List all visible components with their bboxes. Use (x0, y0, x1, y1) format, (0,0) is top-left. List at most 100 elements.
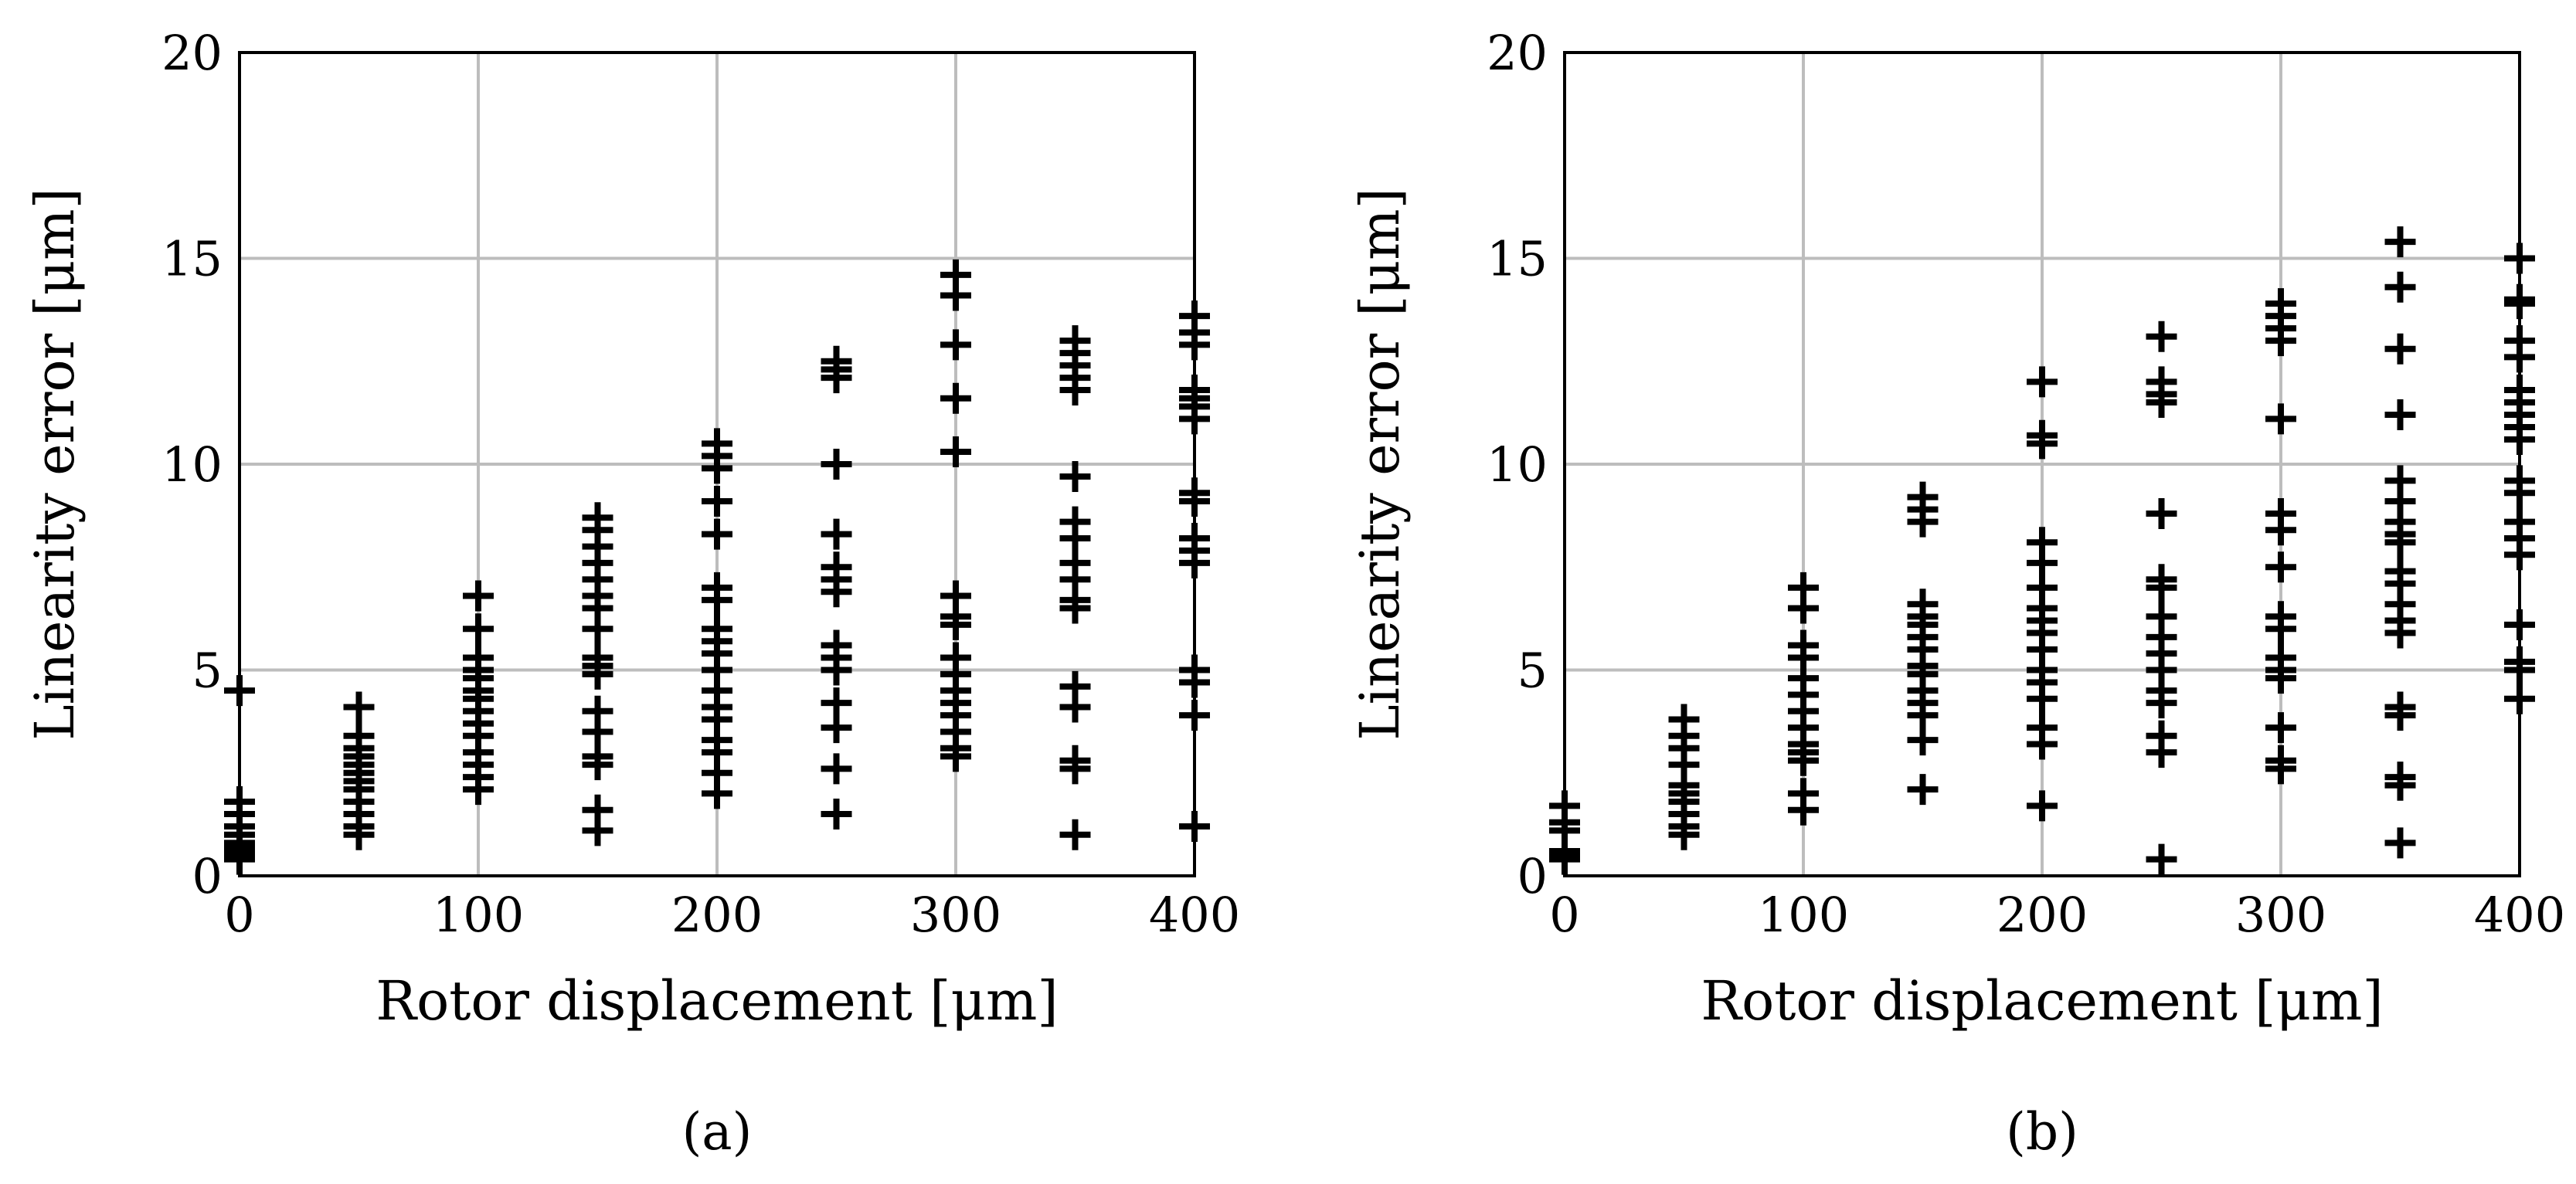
data-point-a (224, 843, 255, 875)
data-point-b (1907, 506, 1939, 538)
data-point-b (1788, 592, 1819, 624)
plot-frame-b (1563, 51, 2521, 877)
data-point-b (2265, 613, 2296, 645)
data-point-b (2384, 399, 2416, 431)
panel-b: 0 100 200 300 400 0 5 10 15 20 Rotor displacemen… (1348, 25, 2565, 1162)
data-point-b (2027, 683, 2058, 714)
y-tick-label-b: 15 (1487, 231, 1548, 287)
data-point-a (702, 518, 732, 550)
data-point-b (2027, 728, 2058, 760)
data-point-b (2265, 753, 2296, 785)
data-point-b (2504, 539, 2535, 571)
data-point-a (940, 436, 971, 468)
data-point-b (2146, 387, 2177, 419)
y-tick-label-b: 5 (1517, 643, 1548, 699)
x-tick-label-a: 100 (433, 887, 524, 943)
data-point-a (821, 449, 852, 480)
x-tick-label-b: 400 (2474, 887, 2565, 943)
data-point-b (2384, 527, 2416, 558)
y-tick-label-a: 5 (192, 643, 223, 699)
y-tick-label-a: 10 (161, 436, 223, 493)
data-point-a (702, 453, 732, 484)
y-tick-labels-b: 0 5 10 15 20 (1487, 25, 1548, 904)
panel-label-a: (a) (682, 1102, 753, 1162)
data-point-a (1179, 700, 1210, 731)
data-point-a (582, 815, 613, 846)
data-point-a (463, 774, 494, 806)
data-point-b (2146, 497, 2177, 529)
data-point-b (1788, 794, 1819, 826)
x-tick-label-a: 300 (910, 887, 1001, 943)
data-point-b (2504, 683, 2535, 714)
data-point-b (2384, 617, 2416, 649)
data-point-b (2146, 572, 2177, 603)
data-point-b (2265, 712, 2296, 744)
data-point-a (582, 749, 613, 781)
data-point-b (2265, 551, 2296, 583)
x-tick-labels-a: 0 100 200 300 400 (224, 887, 1240, 943)
data-point-a (1179, 403, 1210, 435)
x-axis-label-a: Rotor displacement [μm] (376, 969, 1058, 1033)
data-point-a (1059, 691, 1091, 723)
data-point-b (2146, 843, 2177, 875)
data-point-a (1179, 547, 1210, 578)
data-point-b (1549, 843, 1580, 875)
data-point-a (1059, 753, 1091, 785)
panel-label-b: (b) (2006, 1102, 2078, 1162)
x-tick-label-a: 0 (224, 887, 254, 943)
data-point-a (463, 613, 494, 645)
data-point-b (2146, 321, 2177, 352)
data-point-a (940, 280, 971, 311)
data-point-b (2504, 243, 2535, 274)
data-point-a (702, 584, 732, 616)
data-point-b (2504, 424, 2535, 456)
data-point-a (1179, 485, 1210, 517)
data-point-a (1179, 811, 1210, 843)
data-point-b (1907, 774, 1939, 806)
data-point-a (224, 675, 255, 707)
data-point-a (1059, 375, 1091, 406)
data-point-a (821, 654, 852, 686)
data-point-b (2146, 737, 2177, 768)
data-point-a (702, 778, 732, 809)
y-tick-labels-a: 0 5 10 15 20 (161, 25, 223, 904)
data-point-b (1668, 819, 1700, 850)
scatter-points-b (1549, 226, 2535, 875)
data-point-b (2504, 341, 2535, 373)
data-point-a (702, 485, 732, 517)
x-tick-label-b: 300 (2235, 887, 2326, 943)
data-point-b (2504, 654, 2535, 686)
y-tick-label-b: 10 (1487, 436, 1548, 493)
x-tick-label-b: 0 (1549, 887, 1579, 943)
x-axis-label-b: Rotor displacement [μm] (1701, 969, 2383, 1033)
data-point-b (2265, 514, 2296, 546)
data-point-b (2384, 700, 2416, 731)
data-point-b (2027, 366, 2058, 398)
data-point-a (1179, 329, 1210, 361)
y-tick-label-b: 0 (1517, 848, 1548, 904)
data-point-a (821, 576, 852, 608)
data-point-b (2384, 271, 2416, 303)
data-point-a (821, 799, 852, 830)
data-point-a (1059, 592, 1091, 624)
data-point-a (821, 753, 852, 785)
data-point-b (2384, 226, 2416, 258)
data-point-b (2265, 325, 2296, 357)
data-point-b (2384, 769, 2416, 801)
plot-frame-a (238, 51, 1196, 877)
y-axis-label-b: Linearity error [μm] (1348, 188, 1412, 741)
data-point-b (2504, 288, 2535, 320)
panel-a: 0 100 200 300 400 0 5 10 15 20 Rotor displacemen… (23, 25, 1240, 1162)
data-point-a (940, 329, 971, 361)
y-tick-label-a: 20 (161, 25, 223, 81)
data-point-b (2265, 663, 2296, 694)
data-point-a (582, 613, 613, 645)
data-point-b (2504, 609, 2535, 640)
x-tick-label-b: 100 (1758, 887, 1849, 943)
y-axis-label-a: Linearity error [μm] (23, 188, 87, 741)
x-tick-label-b: 200 (1997, 887, 2088, 943)
x-tick-label-a: 200 (671, 887, 763, 943)
scatter-points-a (224, 259, 1210, 875)
